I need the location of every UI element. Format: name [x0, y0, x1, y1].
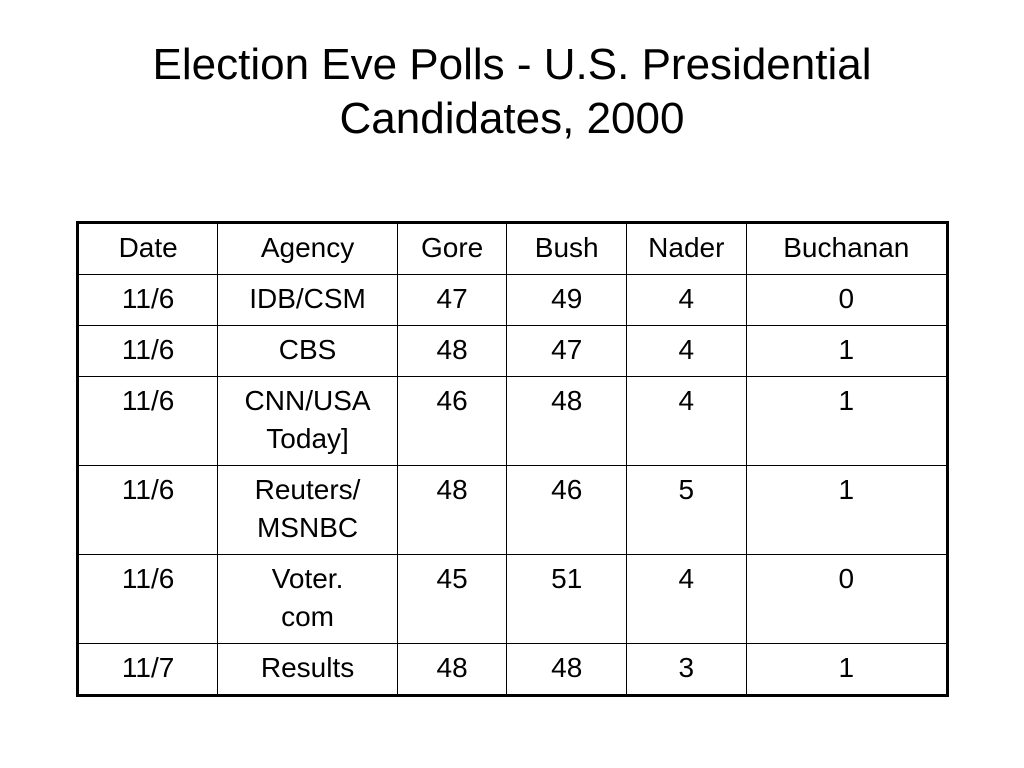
agency-line: com: [281, 601, 334, 632]
slide-title: Election Eve Polls - U.S. Presidential C…: [40, 38, 984, 146]
cell-nader: 5: [625, 465, 747, 555]
table-row: 11/6 Voter. com 45 51 4 0: [76, 554, 949, 644]
cell-gore: 46: [396, 376, 508, 466]
cell-agency: CBS: [217, 325, 398, 377]
cell-buchanan: 1: [745, 465, 949, 555]
table-row: 11/6 IDB/CSM 47 49 4 0: [76, 274, 949, 326]
agency-line: IDB/CSM: [249, 283, 366, 314]
cell-date: 11/6: [76, 325, 219, 377]
table-header-row: Date Agency Gore Bush Nader Buchanan: [76, 222, 949, 275]
cell-bush: 51: [506, 554, 627, 644]
cell-bush: 48: [506, 376, 627, 466]
cell-agency: Results: [217, 643, 398, 696]
cell-bush: 49: [506, 274, 627, 326]
cell-nader: 3: [625, 643, 747, 696]
header-bush: Bush: [506, 222, 627, 275]
agency-line: CBS: [278, 334, 337, 365]
agency-line: Voter.: [271, 563, 344, 594]
title-line-2: Candidates, 2000: [339, 94, 685, 143]
cell-buchanan: 1: [745, 643, 949, 696]
header-buchanan: Buchanan: [745, 222, 949, 275]
table-row: 11/6 Reuters/ MSNBC 48 46 5 1: [76, 465, 949, 555]
cell-date: 11/6: [76, 465, 219, 555]
cell-bush: 47: [506, 325, 627, 377]
cell-date: 11/6: [76, 274, 219, 326]
cell-gore: 45: [396, 554, 508, 644]
poll-table: Date Agency Gore Bush Nader Buchanan 11/…: [76, 221, 949, 697]
agency-line: Results: [260, 652, 355, 683]
agency-line: CNN/USA: [244, 385, 371, 416]
agency-line: MSNBC: [256, 512, 359, 543]
cell-bush: 48: [506, 643, 627, 696]
cell-buchanan: 0: [745, 274, 949, 326]
cell-gore: 47: [396, 274, 508, 326]
cell-bush: 46: [506, 465, 627, 555]
cell-buchanan: 1: [745, 325, 949, 377]
cell-nader: 4: [625, 325, 747, 377]
title-line-1: Election Eve Polls - U.S. Presidential: [152, 40, 872, 89]
cell-date: 11/6: [76, 376, 219, 466]
cell-nader: 4: [625, 274, 747, 326]
cell-date: 11/6: [76, 554, 219, 644]
cell-agency: IDB/CSM: [217, 274, 398, 326]
agency-line: Reuters/: [254, 474, 361, 505]
cell-gore: 48: [396, 643, 508, 696]
cell-nader: 4: [625, 554, 747, 644]
cell-agency: Voter. com: [217, 554, 398, 644]
table-row: 11/7 Results 48 48 3 1: [76, 643, 949, 696]
cell-buchanan: 1: [745, 376, 949, 466]
cell-date: 11/7: [76, 643, 219, 696]
header-date: Date: [76, 222, 219, 275]
cell-agency: Reuters/ MSNBC: [217, 465, 398, 555]
header-agency: Agency: [217, 222, 398, 275]
cell-nader: 4: [625, 376, 747, 466]
table-row: 11/6 CBS 48 47 4 1: [76, 325, 949, 377]
cell-gore: 48: [396, 465, 508, 555]
agency-line: Today]: [266, 423, 349, 454]
cell-agency: CNN/USA Today]: [217, 376, 398, 466]
header-gore: Gore: [396, 222, 508, 275]
table-row: 11/6 CNN/USA Today] 46 48 4 1: [76, 376, 949, 466]
table-body: 11/6 IDB/CSM 47 49 4 0 11/6 CBS 48 47 4 …: [76, 274, 949, 696]
header-nader: Nader: [625, 222, 747, 275]
cell-gore: 48: [396, 325, 508, 377]
cell-buchanan: 0: [745, 554, 949, 644]
